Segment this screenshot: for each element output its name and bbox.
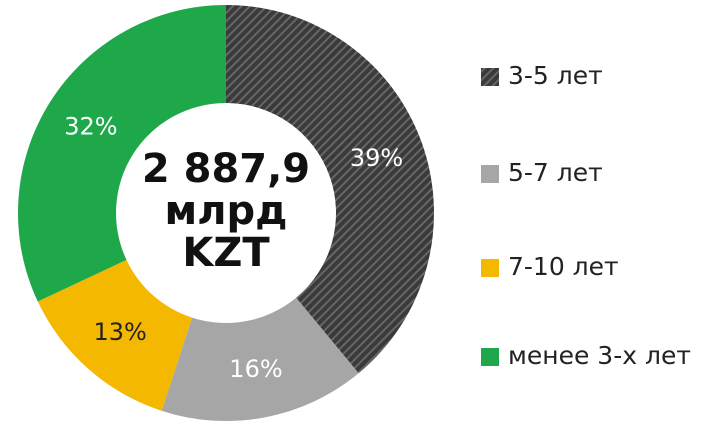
legend-swatch <box>481 68 499 86</box>
center-label: млрд <box>165 188 288 234</box>
center-label: KZT <box>182 230 270 276</box>
donut-segment <box>226 5 435 374</box>
value-label: 13% <box>94 318 147 346</box>
legend-label: менее 3-х лет <box>508 341 691 370</box>
legend-swatch <box>481 259 499 277</box>
donut-segment <box>17 5 226 302</box>
value-label: 16% <box>229 355 282 383</box>
legend-label: 7-10 лет <box>508 252 619 281</box>
legend-label: 5-7 лет <box>508 158 603 187</box>
value-label: 32% <box>64 112 117 140</box>
legend-swatch <box>481 165 499 183</box>
value-label: 39% <box>350 144 403 172</box>
legend-label: 3-5 лет <box>508 61 603 90</box>
donut-segment <box>161 297 359 421</box>
donut-segment <box>37 259 193 411</box>
center-label: 2 887,9 <box>142 146 310 192</box>
legend-swatch <box>481 348 499 366</box>
